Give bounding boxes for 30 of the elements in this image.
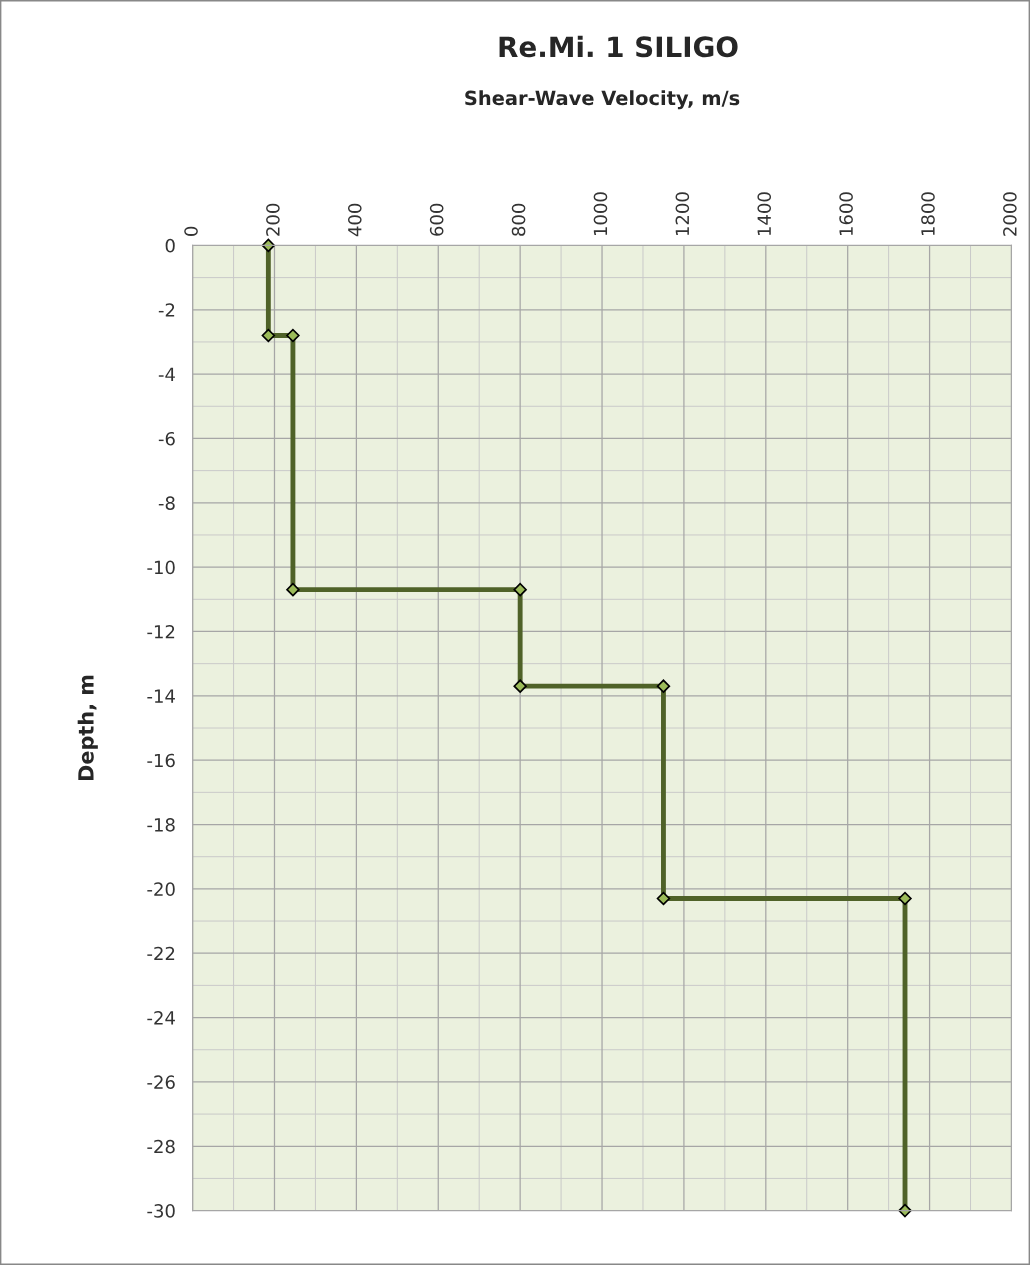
x-tick-label: 0 [184,226,198,236]
y-tick-label: -6 [158,431,175,446]
y-tick-label: 0 [165,238,175,253]
x-tick-label: 2000 [1003,192,1017,236]
chart-title: Re.Mi. 1 SILIGO [499,35,738,58]
y-tick-label: -22 [147,946,175,961]
y-tick-label: -2 [158,303,175,317]
x-tick-label: 1200 [675,192,690,236]
x-tick-label: 400 [347,203,362,237]
x-tick-label: 1600 [839,192,853,236]
x-tick-label: 1000 [593,192,608,236]
x-tick-label: 600 [429,203,444,236]
y-axis-title: Depth, m [77,675,98,781]
x-tick-label: 200 [266,203,280,236]
y-tick-label: -4 [158,367,175,381]
y-tick-label: -30 [147,1204,175,1218]
y-tick-label: -24 [147,1011,175,1025]
y-tick-label: -26 [147,1075,175,1090]
y-tick-label: -12 [147,624,175,639]
y-tick-label: -18 [147,817,175,832]
x-tick-label: 1800 [921,192,935,236]
x-tick-label: 800 [511,203,526,236]
y-tick-label: -28 [147,1139,175,1154]
x-tick-label: 1400 [757,192,772,236]
y-tick-label: -10 [147,560,175,575]
x-axis-title: Shear-Wave Velocity, m/s [465,90,740,110]
y-tick-label: -8 [158,496,175,510]
y-tick-label: -20 [147,882,175,896]
y-tick-label: -14 [147,689,175,703]
y-tick-label: -16 [147,753,175,768]
